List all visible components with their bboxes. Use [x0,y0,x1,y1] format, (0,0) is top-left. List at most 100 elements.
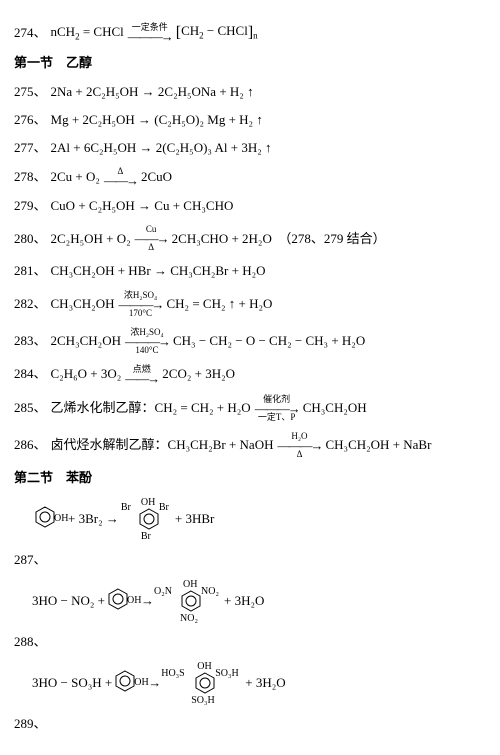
eq-right: 2CH₃CHO + 2H₂O （278、279 结合） [172,230,386,248]
equation-279: 279、 CuO + C₂H₅OH → Cu + CH₃CHO [14,197,486,215]
eq-right: 2CuO [141,168,172,186]
eq-number: 285、 [14,399,47,417]
sub-label: O₂N [154,585,172,599]
eq-left: CH₃CH₂OH [51,295,115,313]
equation-282: 282、 CH₃CH₂OH 浓H₂SO₄ ———→ 170°C CH₂ = CH… [14,291,486,318]
sub-label: SO₃H [215,667,239,681]
equation-278: 278、 2Cu + O₂ Δ ——→ 2CuO [14,167,486,187]
eq-number: 284、 [14,365,47,383]
eq-right: CH₃CH₂OH [303,399,367,417]
equation-287: OH + 3Br₂ → OH Br Br Br + 3HBr [32,497,486,541]
eq-left: 2CH₃CH₂OH [51,332,121,350]
br-label: Br [159,501,169,515]
eq-right: + 3H₂O [245,674,285,692]
equation-274: 274、 nCH2 = CHCl 一定条件 ———→ [CH2 − CHCl]n [14,22,486,44]
eq-right: + 3H₂O [224,592,264,610]
phenol-diagram: OH [32,506,68,532]
eq-left: nCH2 = CHCl [51,23,124,43]
eq-number: 278、 [14,168,47,186]
sub-label: SO₃H [191,694,215,708]
eq-body: CH₃CH₂OH + HBr → CH₃CH₂Br + H₂O [51,262,266,280]
br-label: Br [121,501,131,515]
arrow: 一定条件 ———→ [128,23,172,43]
equation-288: 3HO − NO₂ + OH → OH O₂N NO₂ NO₂ + 3H₂O [32,579,486,623]
arrow: 浓H₂SO₄ ———→ 140°C [125,328,169,355]
eq-left: 2C₂H₅OH + O₂ [51,230,131,248]
eq-number: 277、 [14,139,47,157]
equation-289-number: 289、 [14,715,486,733]
eq-body: CuO + C₂H₅OH → Cu + CH₃CHO [51,197,234,215]
equation-284: 284、 C₂H₆O + 3O₂ 点燃 ——→ 2CO₂ + 3H₂O [14,365,486,385]
equation-280: 280、 2C₂H₅OH + O₂ Cu ——→ Δ 2CH₃CHO + 2H₂… [14,225,486,252]
eq-mid: → [148,674,161,692]
sub-label: NO₂ [180,612,198,626]
eq-right: CH₃CH₂OH + NaBr [325,436,431,454]
trisulfophenol-diagram: OH HO₃S SO₃H SO₃H [161,661,245,705]
tribromophenol-diagram: OH Br Br Br [119,497,175,541]
eq-body: Mg + 2C₂H₅OH → (C₂H₅O)₂ Mg + H₂ ↑ [51,111,263,129]
oh-label: OH [141,496,155,510]
equation-283: 283、 2CH₃CH₂OH 浓H₂SO₄ ———→ 140°C CH₃ − C… [14,328,486,355]
oh-label: OH [134,676,148,690]
br-label: Br [141,530,151,544]
eq-left: CH₃CH₂Br + NaOH [168,436,274,454]
oh-label: OH [197,660,211,674]
equation-281: 281、 CH₃CH₂OH + HBr → CH₃CH₂Br + H₂O [14,262,486,280]
eq-left: 3HO − NO₂ + [32,592,105,610]
eq-left: 3HO − SO₃H + [32,674,112,692]
eq-body: 2Na + 2C₂H₅OH → 2C₂H₅ONa + H₂ ↑ [51,83,254,101]
eq-right: 2CO₂ + 3H₂O [162,365,235,383]
equation-286: 286、 卤代烃水解制乙醇： CH₃CH₂Br + NaOH H₂O ———→ … [14,432,486,459]
equation-288-number: 288、 [14,633,486,651]
phenol-diagram: OH [105,588,141,614]
equation-287-number: 287、 [14,551,486,569]
equation-289: 3HO − SO₃H + OH → OH HO₃S SO₃H SO₃H + 3H… [32,661,486,705]
eq-right: CH₂ = CH₂ ↑ + H₂O [166,295,272,313]
eq-right: CH₃ − CH₂ − O − CH₂ − CH₃ + H₂O [173,332,365,350]
eq-number: 279、 [14,197,47,215]
section-1-title: 第一节 乙醇 [14,54,486,72]
eq-number: 281、 [14,262,47,280]
sub-label: NO₂ [201,585,219,599]
eq-left: C₂H₆O + 3O₂ [51,365,122,383]
eq-number: 283、 [14,332,47,350]
benzene-icon [180,590,202,612]
arrow: Δ ——→ [104,167,137,187]
equation-275: 275、 2Na + 2C₂H₅OH → 2C₂H₅ONa + H₂ ↑ [14,83,486,101]
benzene-icon [194,672,216,694]
oh-label: OH [127,594,141,608]
eq-right: [CH2 − CHCl]n [176,22,258,44]
eq-number: 282、 [14,295,47,313]
eq-prefix: 卤代烃水解制乙醇： [51,436,168,454]
eq-prefix: 乙烯水化制乙醇： [51,399,155,417]
benzene-icon [34,506,56,528]
oh-label: OH [54,512,68,526]
eq-number: 286、 [14,436,47,454]
eq-body: 2Al + 6C₂H₅OH → 2(C₂H₅O)₃ Al + 3H₂ ↑ [51,139,272,157]
arrow: 点燃 ——→ [125,365,158,385]
eq-mid: → [141,592,154,610]
benzene-icon [138,508,160,530]
eq-mid: + 3Br₂ → [68,510,119,528]
equation-277: 277、 2Al + 6C₂H₅OH → 2(C₂H₅O)₃ Al + 3H₂ … [14,139,486,157]
sub-label: HO₃S [161,667,185,681]
section-2-title: 第二节 苯酚 [14,469,486,487]
arrow: Cu ——→ Δ [135,225,168,252]
equation-285: 285、 乙烯水化制乙醇： CH₂ = CH₂ + H₂O 催化剂 ———→ 一… [14,395,486,422]
equation-276: 276、 Mg + 2C₂H₅OH → (C₂H₅O)₂ Mg + H₂ ↑ [14,111,486,129]
arrow: 催化剂 ———→ 一定T、P [255,395,299,422]
arrow: H₂O ———→ Δ [277,432,321,459]
phenol-diagram: OH [112,670,148,696]
eq-number: 276、 [14,111,47,129]
eq-number: 275、 [14,83,47,101]
trinitrophenol-diagram: OH O₂N NO₂ NO₂ [154,579,224,623]
eq-number: 274、 [14,24,47,42]
benzene-icon [114,670,136,692]
eq-right: + 3HBr [175,510,214,528]
eq-left: 2Cu + O₂ [51,168,100,186]
eq-left: CH₂ = CH₂ + H₂O [155,399,251,417]
arrow: 浓H₂SO₄ ———→ 170°C [118,291,162,318]
benzene-icon [107,588,129,610]
oh-label: OH [183,578,197,592]
eq-number: 280、 [14,230,47,248]
